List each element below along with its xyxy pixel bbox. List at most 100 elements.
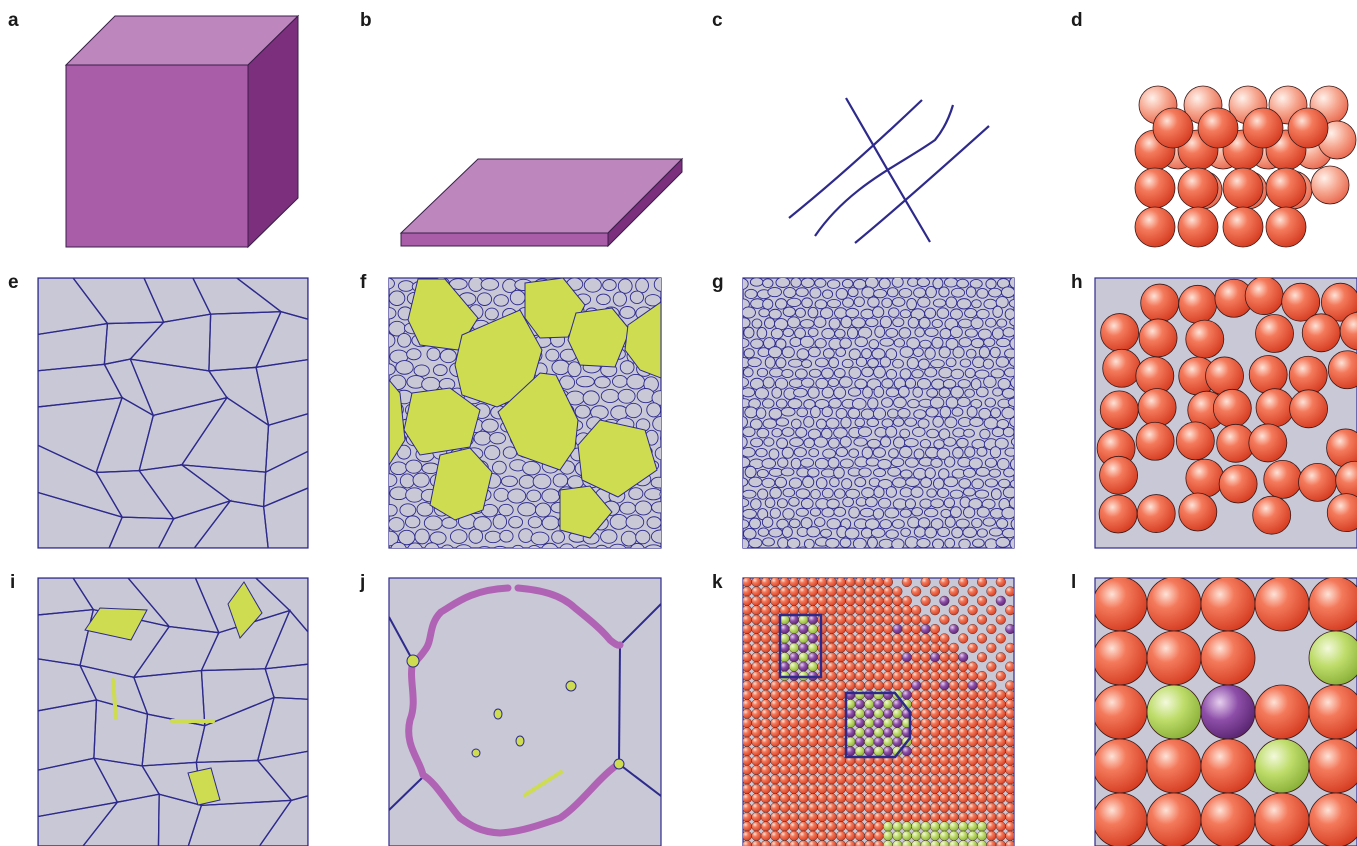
nano-grain bbox=[848, 348, 861, 360]
nano-grain bbox=[979, 428, 991, 440]
nano-grain bbox=[926, 428, 940, 439]
atom bbox=[751, 821, 762, 832]
atom bbox=[807, 765, 818, 776]
atom bbox=[770, 661, 781, 672]
atom bbox=[1005, 689, 1014, 700]
atom bbox=[1200, 630, 1256, 686]
atom bbox=[817, 793, 828, 804]
atom bbox=[986, 699, 997, 710]
precipitate-atom bbox=[864, 727, 875, 738]
nano-grain bbox=[879, 337, 895, 347]
atom bbox=[845, 614, 856, 625]
atom bbox=[995, 689, 1006, 700]
atom bbox=[1177, 167, 1219, 209]
nano-grain bbox=[972, 538, 985, 548]
nano-grain bbox=[852, 537, 867, 548]
atom bbox=[770, 774, 781, 785]
nano-grain bbox=[758, 308, 770, 318]
atom bbox=[1005, 699, 1014, 710]
atom bbox=[807, 727, 818, 738]
nano-grain bbox=[1009, 537, 1014, 548]
atom bbox=[986, 689, 997, 700]
nano-grain bbox=[842, 297, 855, 308]
atom bbox=[845, 765, 856, 776]
atom bbox=[836, 624, 847, 635]
panel-label-g: g bbox=[712, 272, 724, 293]
atom bbox=[930, 642, 941, 653]
nano-grain bbox=[929, 396, 945, 409]
atom bbox=[948, 652, 959, 663]
nano-grain bbox=[777, 537, 789, 548]
small-grain bbox=[619, 501, 637, 515]
nano-grain bbox=[1009, 278, 1014, 289]
nano-grain bbox=[963, 506, 976, 519]
atom bbox=[743, 652, 752, 663]
atom bbox=[948, 661, 959, 672]
small-grain bbox=[594, 376, 611, 389]
small-grain bbox=[522, 461, 541, 476]
atom bbox=[995, 774, 1006, 785]
nano-grain bbox=[1019, 307, 1029, 317]
nano-grain bbox=[813, 436, 828, 448]
nano-grain bbox=[956, 437, 969, 449]
nano-grain bbox=[932, 278, 944, 290]
nano-grain bbox=[822, 289, 834, 299]
atom bbox=[920, 793, 931, 804]
atom bbox=[760, 578, 771, 587]
atom bbox=[743, 793, 752, 804]
nano-grain bbox=[992, 387, 1003, 397]
atom bbox=[977, 765, 988, 776]
atom bbox=[958, 671, 969, 682]
precipitate-outline bbox=[844, 691, 912, 759]
atom bbox=[826, 633, 837, 644]
precipitate-atom bbox=[789, 642, 800, 653]
wire bbox=[854, 125, 990, 244]
nano-grain bbox=[833, 506, 847, 517]
atom bbox=[864, 812, 875, 823]
nano-grain bbox=[795, 507, 809, 517]
small-grain bbox=[634, 500, 652, 516]
small-grain bbox=[390, 541, 407, 548]
atom bbox=[760, 642, 771, 653]
atom bbox=[892, 812, 903, 823]
atom bbox=[817, 812, 828, 823]
small-grain bbox=[407, 542, 423, 548]
atom bbox=[807, 595, 818, 606]
atom bbox=[770, 708, 781, 719]
atom bbox=[845, 624, 856, 635]
solute-atom bbox=[958, 652, 969, 663]
atom bbox=[930, 802, 941, 813]
nano-grain bbox=[823, 546, 832, 548]
atom bbox=[864, 783, 875, 794]
atom bbox=[854, 614, 865, 625]
solute-atom bbox=[948, 821, 959, 832]
atom bbox=[798, 774, 809, 785]
nano-grain bbox=[826, 279, 841, 289]
solute-atom bbox=[901, 652, 912, 663]
atom bbox=[770, 812, 781, 823]
atom bbox=[892, 661, 903, 672]
atom bbox=[1005, 727, 1014, 738]
atom bbox=[807, 755, 818, 766]
nano-grain bbox=[743, 367, 754, 378]
atom bbox=[920, 708, 931, 719]
nano-grain bbox=[807, 467, 820, 478]
atom bbox=[986, 642, 997, 653]
nano-grain bbox=[893, 338, 906, 348]
nano-grain bbox=[848, 448, 860, 458]
precipitate-atom bbox=[873, 718, 884, 729]
solute-atom bbox=[920, 624, 931, 635]
panel-j-grain-closeup bbox=[388, 577, 662, 846]
nano-grain bbox=[933, 439, 945, 450]
precipitate-atom bbox=[873, 727, 884, 738]
nano-grain bbox=[956, 298, 972, 310]
atom bbox=[826, 830, 837, 841]
atom bbox=[986, 708, 997, 719]
grain bbox=[38, 801, 119, 846]
atom bbox=[817, 783, 828, 794]
precipitate-outline bbox=[778, 613, 823, 679]
atom bbox=[892, 774, 903, 785]
atom bbox=[986, 830, 997, 841]
atom bbox=[995, 671, 1006, 682]
grain-boundary bbox=[389, 777, 423, 811]
